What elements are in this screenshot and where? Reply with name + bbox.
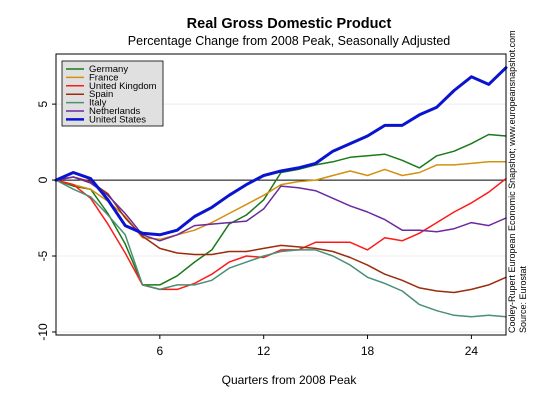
x-tick-label: 6 [157,344,164,358]
chart-title: Real Gross Domestic Product [187,16,392,32]
x-tick-label: 12 [257,344,271,358]
legend-label-france: France [89,72,119,83]
x-axis-label: Quarters from 2008 Peak [222,373,358,387]
legend-label-spain: Spain [89,89,113,100]
legend-label-united-states: United States [89,114,146,125]
series-line-italy [55,179,507,318]
series-lines [54,66,508,318]
chart-subtitle: Percentage Change from 2008 Peak, Season… [128,34,450,48]
y-tick-label: -10 [36,323,50,341]
plot-frame [55,53,507,336]
legend-label-germany: Germany [89,64,128,75]
series-line-netherlands [55,176,507,242]
source-note-eurostat: Source: Eurostat [518,265,528,333]
series-line-spain [55,176,507,294]
legend-label-united-kingdom: United Kingdom [89,81,157,92]
source-note-credit: Cooley-Rupert European Economic Snapshot… [507,30,517,333]
gridlines [56,103,506,333]
y-tick-label: 0 [36,176,50,183]
y-tick-label: -5 [36,250,50,261]
series-line-germany [55,133,507,286]
series-line-united-states [54,66,508,237]
x-axis-ticks: 6 12 18 24 [157,335,479,358]
legend-label-italy: Italy [89,98,107,109]
x-tick-label: 24 [465,344,479,358]
y-axis-ticks: -10 -5 0 5 [36,100,56,341]
legend-label-netherlands: Netherlands [89,106,140,117]
y-tick-label: 5 [36,100,50,107]
series-line-united-kingdom [55,177,507,291]
x-tick-label: 18 [361,344,375,358]
